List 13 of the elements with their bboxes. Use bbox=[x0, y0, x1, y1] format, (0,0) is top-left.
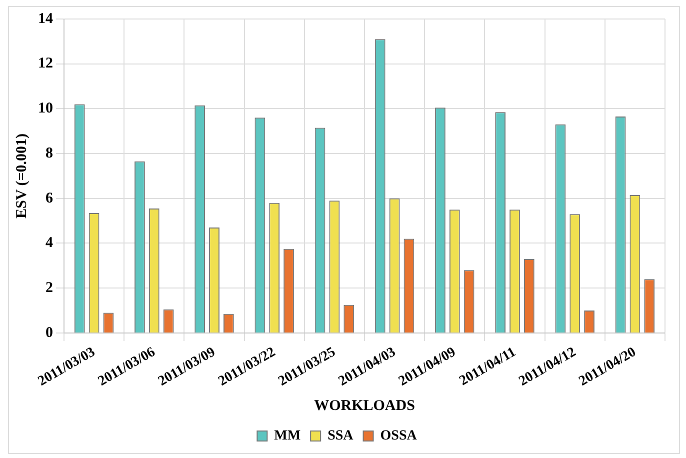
y-axis-title: ESV (=0.001) bbox=[14, 133, 30, 218]
y-tick-label: 6 bbox=[46, 190, 54, 206]
legend-label: MM bbox=[274, 428, 301, 444]
y-tick-label: 14 bbox=[38, 10, 54, 27]
x-axis-title: WORKLOADS bbox=[314, 398, 415, 414]
y-tick-label: 0 bbox=[46, 324, 53, 341]
y-tick-label: 8 bbox=[46, 145, 53, 162]
y-tick-label: 12 bbox=[38, 56, 53, 72]
legend-label: OSSA bbox=[380, 428, 418, 444]
y-tick-label: 4 bbox=[46, 235, 54, 252]
y-tick-label: 10 bbox=[38, 100, 53, 117]
legend-label: SSA bbox=[328, 428, 354, 444]
y-tick-label: 2 bbox=[46, 280, 53, 296]
